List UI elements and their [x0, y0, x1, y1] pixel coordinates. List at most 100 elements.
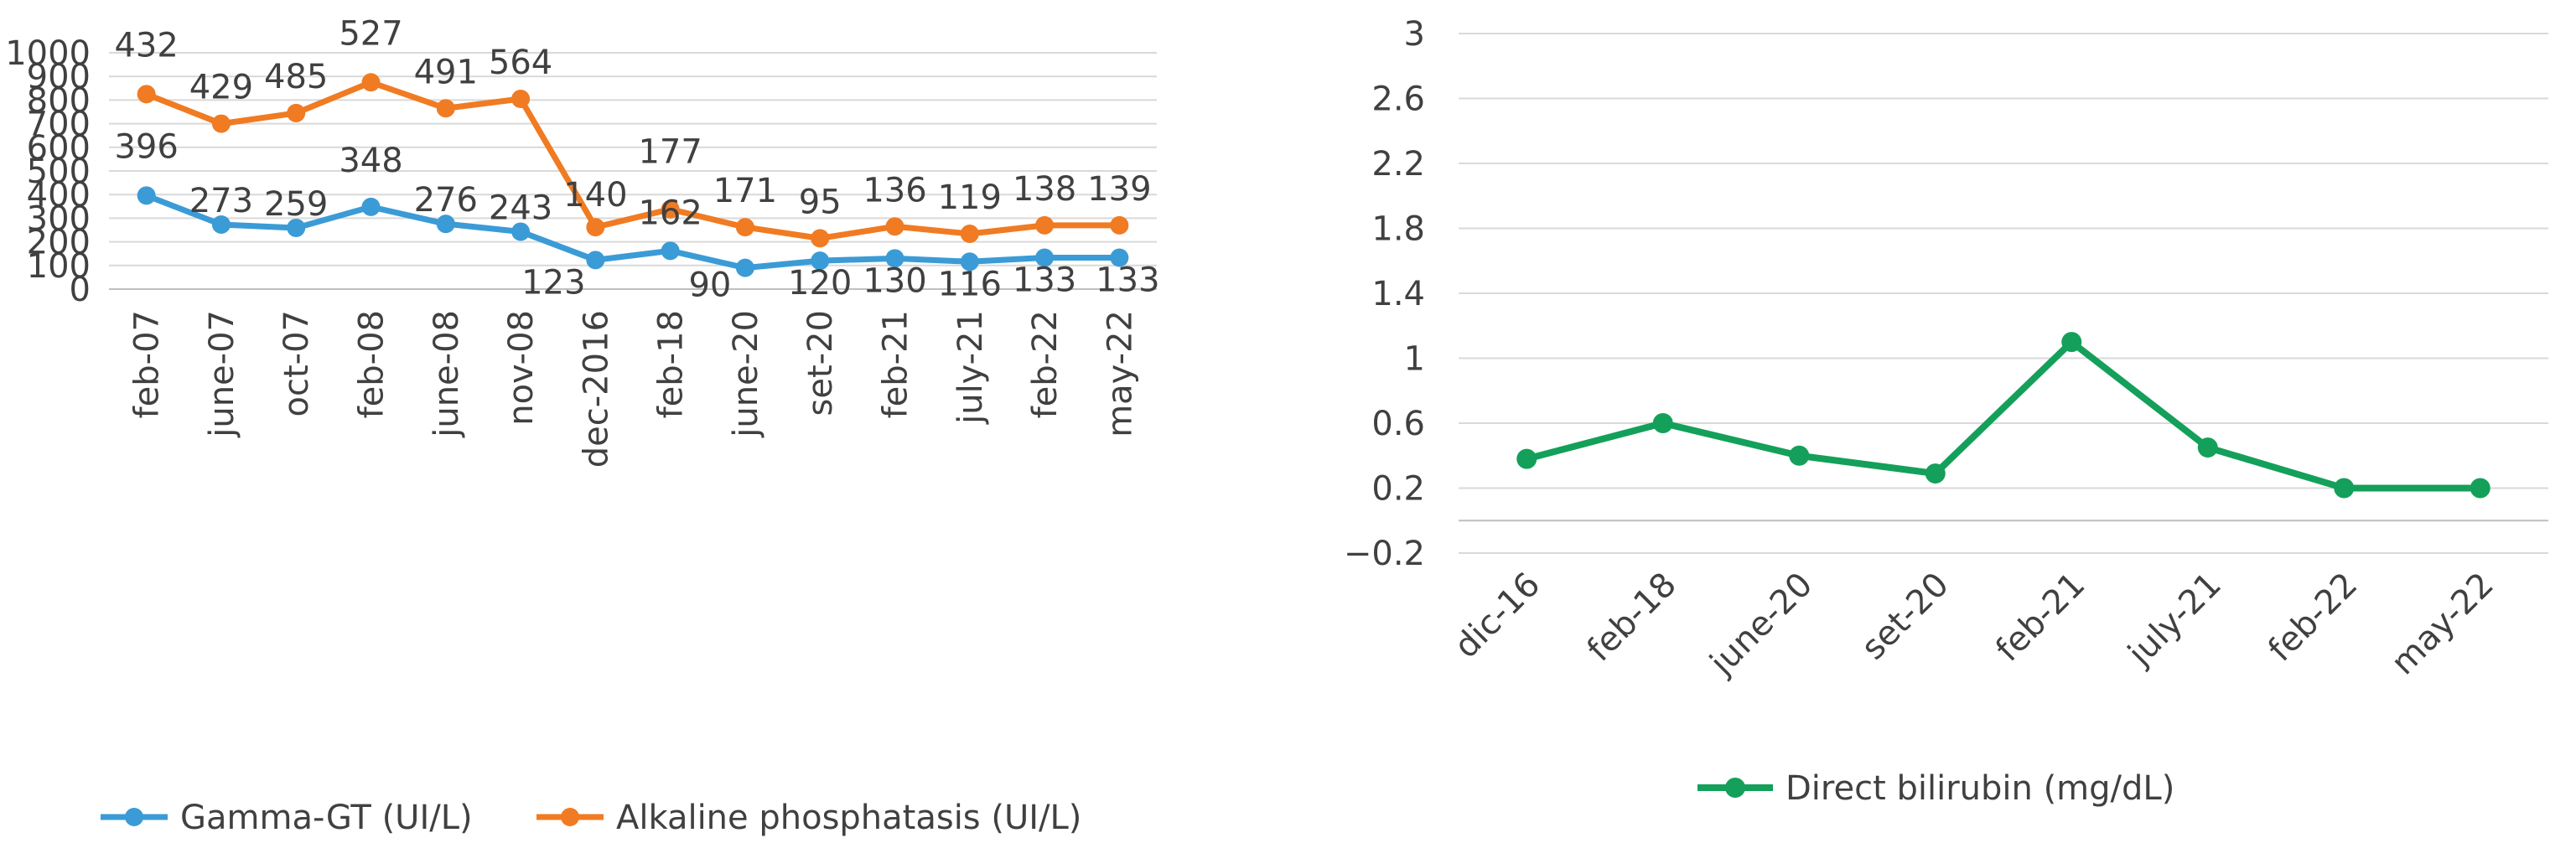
- data-point: [1035, 215, 1055, 235]
- y-tick-label: 300: [27, 199, 91, 238]
- x-tick-label: feb-07: [128, 310, 167, 418]
- data-label: 276: [414, 181, 478, 220]
- data-label: 432: [114, 26, 178, 65]
- data-point: [137, 186, 156, 205]
- y-tick-label: 100: [27, 247, 91, 286]
- data-point: [211, 215, 231, 235]
- data-label: 491: [414, 53, 478, 91]
- data-label: 396: [114, 127, 178, 166]
- legend-label: Direct bilirubin (mg/dL): [1786, 769, 2174, 808]
- data-label: 130: [863, 261, 926, 300]
- x-tick-label: june-07: [203, 310, 241, 438]
- data-point: [2334, 478, 2355, 499]
- data-label: 116: [938, 265, 1002, 303]
- data-point: [885, 217, 904, 236]
- x-tick-label: june-20: [1703, 566, 1821, 684]
- data-point: [811, 229, 830, 248]
- data-point: [735, 258, 754, 277]
- y-tick-label: 500: [27, 153, 91, 191]
- data-label: 348: [339, 142, 402, 180]
- y-tick-label: 700: [27, 106, 91, 144]
- data-label: 485: [264, 58, 328, 96]
- data-point: [811, 251, 830, 271]
- data-label: 90: [688, 266, 731, 305]
- y-tick-label: 0.2: [1371, 470, 1425, 509]
- x-tick-label: oct-07: [277, 310, 316, 416]
- data-point: [885, 249, 904, 268]
- legend-swatch-marker: [125, 808, 143, 826]
- x-tick-label: june-20: [727, 310, 765, 438]
- data-point: [586, 218, 605, 237]
- y-tick-label: 200: [27, 224, 91, 262]
- data-point: [211, 114, 231, 133]
- data-label: 123: [521, 263, 585, 302]
- series-line-1: [145, 193, 1120, 272]
- data-point: [511, 222, 531, 241]
- data-point: [2061, 332, 2082, 353]
- data-point: [2470, 478, 2490, 499]
- legend-label: Alkaline phosphatasis (UI/L): [616, 799, 1081, 837]
- x-tick-label: july-21: [951, 310, 990, 425]
- data-label: 162: [638, 194, 702, 232]
- y-tick-label: 400: [27, 176, 91, 215]
- data-point: [1925, 463, 1946, 484]
- data-label: 138: [1013, 170, 1076, 209]
- y-tick-label: −0.2: [1344, 535, 1425, 573]
- data-point: [1789, 445, 1810, 466]
- y-tick-label: 0: [70, 271, 91, 309]
- data-label: 243: [489, 189, 552, 227]
- data-label: 140: [563, 176, 627, 215]
- data-point: [960, 252, 979, 272]
- y-tick-label: 600: [27, 129, 91, 168]
- data-point: [361, 73, 381, 92]
- x-tick-label: dec-2016: [577, 310, 615, 468]
- data-label: 171: [713, 172, 777, 210]
- data-point: [1110, 248, 1129, 267]
- y-tick-label: 3: [1404, 15, 1425, 54]
- data-point: [735, 218, 754, 237]
- data-label: 133: [1013, 261, 1076, 299]
- x-tick-label: dic-16: [1447, 566, 1547, 666]
- y-tick-label: 1000: [5, 34, 91, 73]
- data-label: 564: [489, 44, 552, 82]
- x-tick-label: feb-08: [353, 310, 391, 418]
- x-tick-label: may-22: [1101, 310, 1139, 437]
- data-label: 527: [339, 14, 402, 53]
- x-tick-label: feb-18: [652, 310, 691, 418]
- data-point: [287, 103, 306, 122]
- data-point: [511, 89, 531, 108]
- data-point: [960, 225, 979, 244]
- data-label: 139: [1087, 170, 1151, 209]
- x-tick-label: set-20: [1854, 566, 1957, 668]
- x-tick-label: feb-22: [2261, 566, 2365, 670]
- y-tick-label: 2.6: [1371, 80, 1425, 119]
- x-tick-label: set-20: [801, 310, 840, 416]
- data-point: [1110, 215, 1129, 235]
- data-point: [137, 85, 156, 104]
- data-label: 429: [189, 69, 253, 107]
- legend-swatch-marker: [561, 808, 579, 826]
- data-point: [436, 215, 455, 234]
- y-tick-label: 800: [27, 81, 91, 120]
- data-point: [436, 99, 455, 118]
- y-tick-label: 1: [1404, 340, 1425, 379]
- data-point: [586, 251, 605, 270]
- data-label: 119: [938, 178, 1002, 217]
- x-tick-label: feb-18: [1580, 566, 1684, 670]
- y-tick-label: 0.6: [1371, 405, 1425, 443]
- x-tick-label: july-21: [2120, 566, 2228, 674]
- legend-label: Gamma-GT (UI/L): [180, 799, 473, 837]
- x-tick-label: feb-22: [1026, 310, 1065, 418]
- y-tick-label: 1.4: [1371, 275, 1425, 313]
- x-tick-label: may-22: [2384, 566, 2501, 683]
- data-label: 177: [638, 133, 702, 172]
- y-tick-label: 1.8: [1371, 210, 1425, 249]
- data-label: 273: [189, 182, 253, 220]
- data-label: 95: [799, 183, 842, 221]
- data-point: [661, 241, 680, 261]
- series-line-1: [1526, 339, 2480, 492]
- data-point: [361, 197, 381, 216]
